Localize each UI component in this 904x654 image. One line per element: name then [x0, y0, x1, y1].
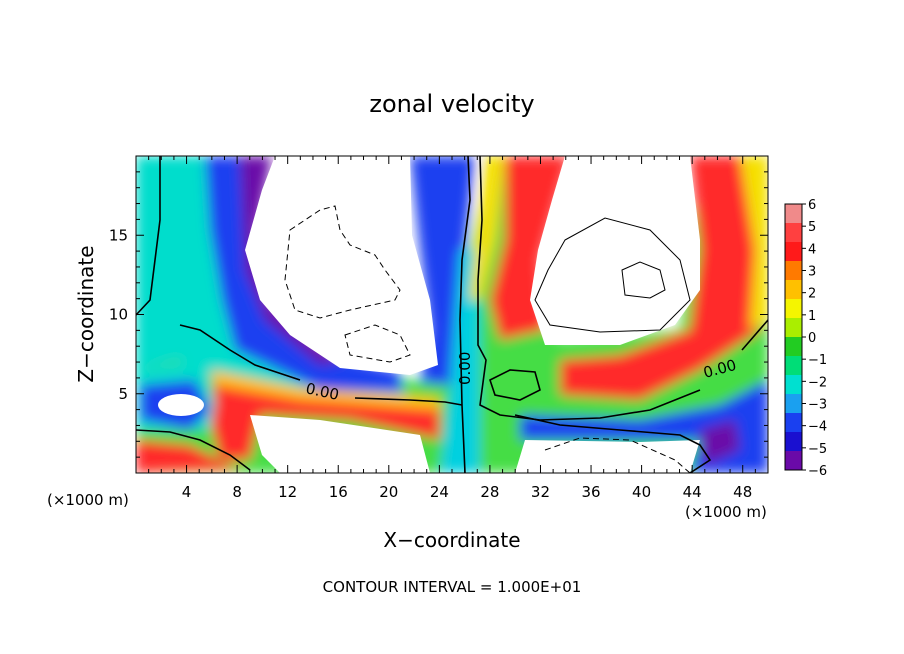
- contour-zero-lower-left: [136, 429, 251, 471]
- contour-zero-mid-right: [489, 369, 541, 401]
- contour-label-2: 0.00: [456, 352, 474, 385]
- contour-zero-left: [136, 156, 161, 316]
- y-tick-label: 10: [109, 306, 128, 324]
- contour-zero-column: [459, 156, 471, 473]
- contour-positive-upper-right: [534, 217, 691, 333]
- x-tick-label: 40: [632, 483, 651, 501]
- contour-zero-band: [179, 324, 463, 406]
- colorbar-swatch: [785, 261, 802, 281]
- white-regions: [158, 156, 700, 473]
- x-unit-right: (×1000 m): [685, 503, 767, 521]
- field-blue-left: [205, 156, 402, 392]
- field-red-right: [560, 156, 760, 400]
- colorbar-tick-label: −5: [808, 442, 827, 457]
- colorbar-swatch: [785, 299, 802, 319]
- white-region-bottom-right: [515, 440, 700, 473]
- x-tick-label: 8: [232, 483, 242, 501]
- x-tick-label: 24: [430, 483, 449, 501]
- y-axis: 5 10 15: [109, 171, 768, 458]
- field-purple-right: [700, 420, 740, 465]
- colorbar-tick-label: 6: [808, 198, 816, 213]
- y-axis-label: Z−coordinate: [74, 245, 98, 382]
- x-unit-left: (×1000 m): [47, 491, 129, 509]
- x-tick-label: 36: [581, 483, 600, 501]
- colorbar-tick-label: −2: [808, 375, 827, 390]
- field-yellow-right: [740, 156, 768, 330]
- colorbar-tick-label: 0: [808, 331, 816, 346]
- plot-area: 0.00 0.00 0.00: [136, 156, 768, 473]
- x-tick-label: 48: [733, 483, 752, 501]
- colorbar-swatch: [785, 432, 802, 452]
- colorbar-tick-label: 3: [808, 265, 816, 280]
- colorbar-swatch: [785, 223, 802, 243]
- colorbar-tick-label: 2: [808, 287, 816, 302]
- field-yellow-band: [210, 370, 440, 410]
- chart-title: zonal velocity: [369, 90, 534, 118]
- x-tick-label: 32: [531, 483, 550, 501]
- colorbar-tick-label: −1: [808, 353, 827, 368]
- contour-zero-right: [477, 156, 768, 421]
- colorbar-swatch: [785, 337, 802, 357]
- x-tick-label: 12: [278, 483, 297, 501]
- colorbar: 6 5 4 3 2 1 0 −1 −2 −3 −4 −5 −6: [784, 198, 827, 479]
- x-axis: 4 8 12 16 20 24 28 32 36 40 44 48: [148, 156, 756, 501]
- x-tick-label: 44: [683, 483, 702, 501]
- colorbar-tick-label: −4: [808, 420, 827, 435]
- colorbar-tick-label: 1: [808, 309, 816, 324]
- colorbar-swatch: [785, 394, 802, 414]
- contour-negative-upper-left: [284, 205, 401, 319]
- field-red-bottom-left: [136, 440, 240, 473]
- field-red-column: [490, 156, 570, 340]
- colorbar-tick-label: 5: [808, 220, 816, 235]
- contour-zero-bottom-right: [514, 414, 712, 473]
- y-tick-label: 5: [118, 385, 128, 403]
- contour-negative-small: [344, 324, 411, 363]
- colorbar-swatch: [785, 242, 802, 262]
- colorbar-tick-label: −6: [808, 464, 827, 479]
- field-cyan-column: [440, 250, 480, 473]
- colorbar-swatch: [785, 204, 802, 224]
- contour-interval-note: CONTOUR INTERVAL = 1.000E+01: [323, 578, 582, 596]
- colorbar-swatch: [785, 356, 802, 376]
- colorbar-tick-label: 4: [808, 242, 816, 257]
- contours: [136, 156, 768, 473]
- field-purple-left: [240, 156, 345, 365]
- colorbar-swatch: [785, 413, 802, 433]
- x-tick-label: 16: [329, 483, 348, 501]
- colorbar-swatch: [785, 451, 802, 471]
- field-cyan-left: [136, 156, 410, 405]
- field-red-band: [210, 380, 440, 460]
- colorbar-swatch: [785, 280, 802, 300]
- y-tick-label: 15: [109, 226, 128, 244]
- x-tick-label: 20: [379, 483, 398, 501]
- colorbar-tick-label: −3: [808, 398, 827, 413]
- contour-positive-inner: [621, 261, 666, 299]
- white-blob-left: [158, 394, 204, 416]
- colorbar-swatch: [785, 375, 802, 395]
- white-region-bottom-left: [250, 415, 430, 473]
- x-axis-label: X−coordinate: [383, 528, 520, 552]
- white-region-upper-right: [530, 156, 700, 345]
- x-tick-label: 4: [182, 483, 192, 501]
- velocity-field: [136, 156, 768, 473]
- x-tick-label: 28: [480, 483, 499, 501]
- white-region-upper-left: [245, 156, 438, 375]
- colorbar-swatch: [785, 318, 802, 338]
- contour-negative-bottom: [544, 437, 691, 473]
